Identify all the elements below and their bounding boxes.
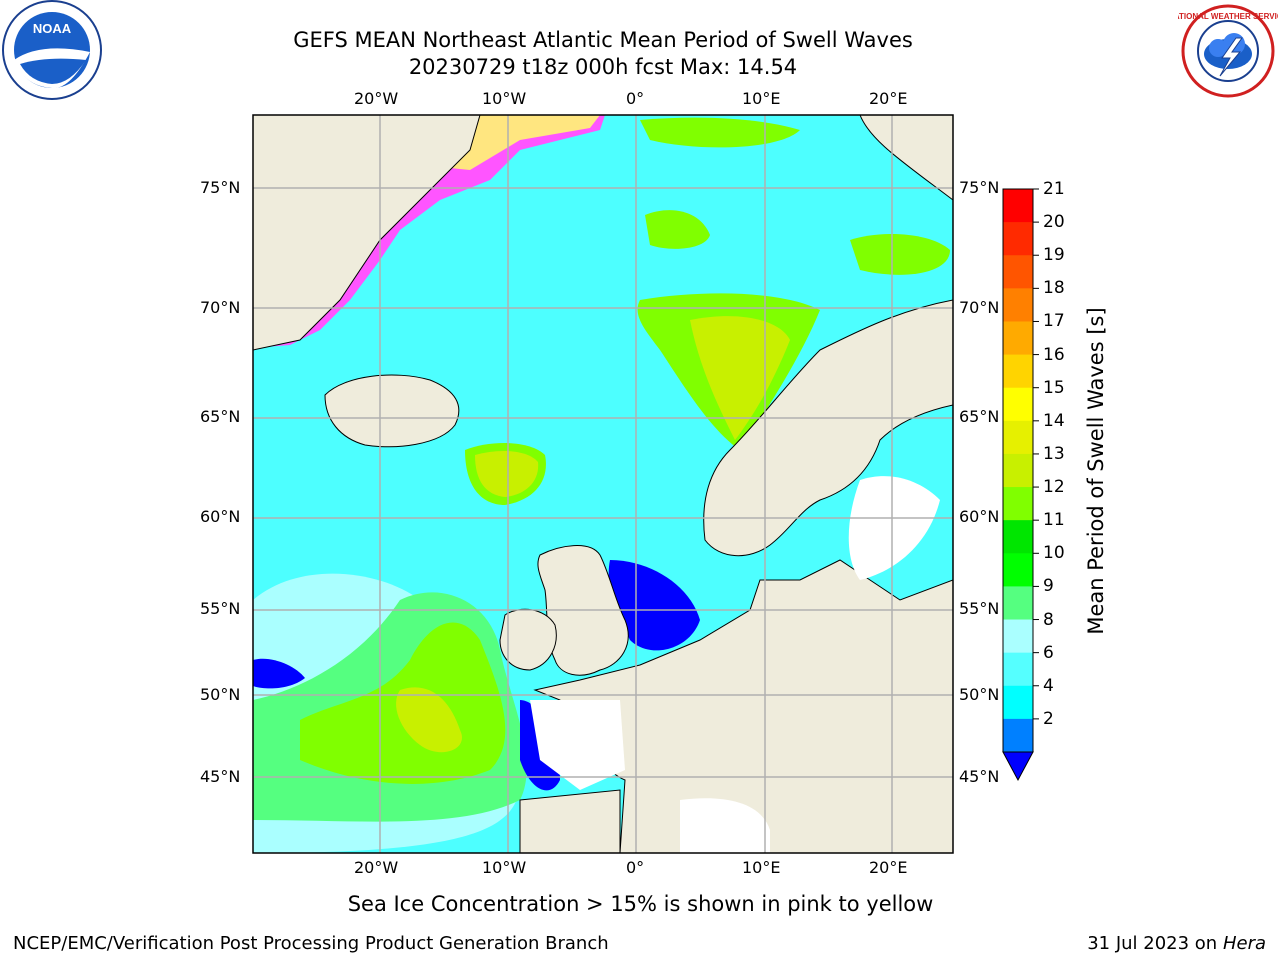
colorbar-tick-label: 19: [1043, 245, 1065, 266]
swell-zone-north-sea: [608, 560, 700, 651]
lat-label-right-60n: 60°N: [959, 507, 1000, 526]
colorbar-tick-label: 12: [1043, 477, 1065, 498]
swell-zone-svalbard: [640, 117, 800, 148]
map-frame: [252, 114, 954, 854]
lat-label-left-50n: 50°N: [200, 685, 241, 704]
noaa-logo-text: NOAA: [33, 21, 72, 36]
colorbar-tick-label: 2: [1043, 708, 1054, 729]
chart-title: GEFS MEAN Northeast Atlantic Mean Period…: [293, 28, 913, 52]
colorbar-tick-label: 8: [1043, 609, 1054, 630]
noaa-logo: NOAA: [2, 0, 102, 100]
lon-label-top-20e: 20°E: [869, 89, 908, 108]
lon-label-bottom-0: 0°: [626, 858, 645, 877]
colorbar-frame: [1002, 188, 1034, 753]
colorbar-band: [1003, 453, 1033, 488]
colorbar-tick-label: 10: [1043, 543, 1065, 564]
lat-label-right-75n: 75°N: [959, 178, 1000, 197]
land-iceland: [324, 374, 460, 448]
lon-label-bottom-10e: 10°E: [742, 858, 781, 877]
swell-zone-barents-2: [850, 234, 950, 275]
footer-machine: Hera: [1222, 933, 1266, 954]
colorbar-tick-label: 21: [1043, 179, 1065, 199]
colorbar-tick-label: 18: [1043, 278, 1065, 299]
lat-label-left-70n: 70°N: [200, 298, 241, 317]
lon-label-top-10e: 10°E: [742, 89, 781, 108]
graticule: [253, 115, 953, 853]
lon-label-bottom-20w: 20°W: [354, 858, 399, 877]
colorbar-band: [1003, 553, 1033, 587]
colorbar-band: [1003, 619, 1033, 654]
swell-zone-13s: [396, 687, 462, 753]
colorbar-axis-label: Mean Period of Swell Waves [s]: [1084, 307, 1108, 635]
swell-zone-barents-1: [645, 210, 710, 249]
colorbar-under-triangle: [1002, 751, 1034, 782]
missing-data-baltic: [848, 476, 940, 580]
colorbar-tick-label: 14: [1043, 410, 1065, 431]
colorbar-band: [1003, 288, 1033, 322]
swell-zone-faroe-peak: [475, 450, 539, 497]
lat-label-left-60n: 60°N: [200, 507, 241, 526]
colorbar-band: [1003, 420, 1033, 455]
colorbar-band: [1003, 222, 1033, 256]
lon-label-bottom-10w: 10°W: [482, 858, 527, 877]
map-area: [253, 115, 953, 853]
colorbar-band: [1003, 520, 1033, 554]
lat-label-left-65n: 65°N: [200, 407, 241, 426]
colorbar-tick-label: 17: [1043, 311, 1065, 332]
lon-label-top-20w: 20°W: [354, 89, 399, 108]
missing-data-med: [680, 798, 770, 853]
lon-label-bottom-20e: 20°E: [869, 858, 908, 877]
colorbar-tick-label: 4: [1043, 675, 1054, 696]
colorbar-band: [1003, 354, 1033, 389]
colorbar-band: [1003, 718, 1033, 753]
footer-date: 31 Jul 2023 on Hera: [1087, 933, 1266, 955]
lat-label-right-65n: 65°N: [959, 407, 1000, 426]
colorbar-band: [1003, 487, 1033, 521]
colorbar-band: [1003, 255, 1033, 289]
lon-label-top-10w: 10°W: [482, 89, 527, 108]
colorbar-band: [1003, 586, 1033, 621]
colorbar-band: [1003, 685, 1033, 720]
sea-ice-note: Sea Ice Concentration > 15% is shown in …: [347, 892, 934, 916]
lat-label-right-55n: 55°N: [959, 599, 1000, 618]
colorbar-tick-label: 15: [1043, 377, 1065, 398]
lat-label-left-75n: 75°N: [200, 178, 241, 197]
colorbar-tick-label: 13: [1043, 443, 1065, 464]
footer-credit: NCEP/EMC/Verification Post Processing Pr…: [13, 933, 609, 954]
colorbar-band: [1003, 652, 1033, 687]
colorbar-tick-label: 11: [1043, 510, 1065, 531]
colorbar-tick-label: 6: [1043, 642, 1054, 663]
swell-zone-under-west: [253, 658, 305, 689]
colorbar-band: [1003, 189, 1033, 223]
colorbar-tick-label: 20: [1043, 212, 1065, 233]
land-iberia: [519, 789, 621, 853]
chart-subtitle: 20230729 t18z 000h fcst Max: 14.54: [408, 55, 798, 79]
missing-data-france: [530, 700, 625, 790]
lat-label-right-70n: 70°N: [959, 298, 1000, 317]
colorbar-band: [1003, 321, 1033, 356]
nws-logo-text: NATIONAL WEATHER SERVICE: [1178, 12, 1278, 21]
lat-label-right-45n: 45°N: [959, 767, 1000, 786]
colorbar-band: [1003, 387, 1033, 422]
colorbar-tick-label: 16: [1043, 344, 1065, 365]
nws-logo: NATIONAL WEATHER SERVICE: [1178, 4, 1278, 98]
lat-label-right-50n: 50°N: [959, 685, 1000, 704]
lon-label-top-0: 0°: [626, 89, 645, 108]
colorbar-tick-label: 9: [1043, 576, 1054, 597]
lat-label-left-55n: 55°N: [200, 599, 241, 618]
footer-date-text: 31 Jul 2023 on: [1087, 933, 1223, 954]
lat-label-left-45n: 45°N: [200, 767, 241, 786]
